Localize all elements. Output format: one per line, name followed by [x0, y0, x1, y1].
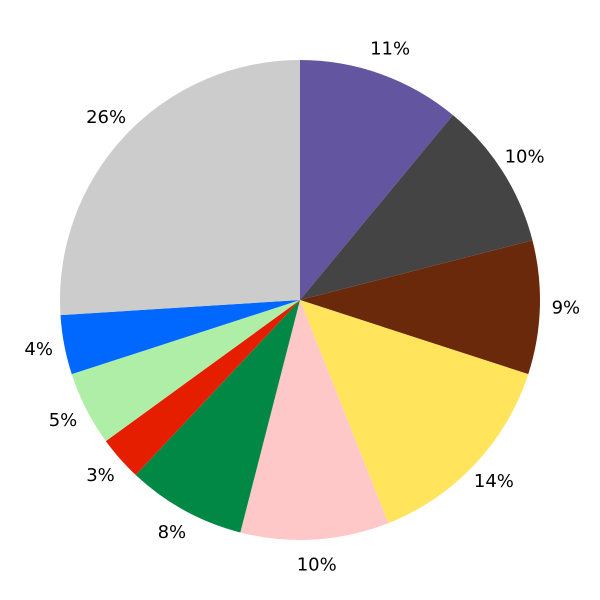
- data-label: 26%: [86, 107, 126, 128]
- data-label: 5%: [49, 410, 78, 431]
- data-label: 11%: [370, 39, 410, 60]
- pie-slice: [300, 60, 453, 300]
- data-label: 9%: [552, 297, 581, 318]
- data-label: 4%: [24, 339, 53, 360]
- data-label: 3%: [86, 465, 115, 486]
- data-label: 10%: [505, 146, 545, 167]
- pie-slice: [59, 60, 300, 316]
- pie-slice: [60, 300, 300, 375]
- pie-slice: [71, 300, 301, 442]
- data-label: 14%: [474, 471, 514, 492]
- data-label: 8%: [158, 522, 187, 543]
- pie-slice: [300, 115, 533, 301]
- pie-slice: [300, 300, 529, 524]
- pie-slice: [300, 240, 541, 375]
- pie-slice: [105, 300, 300, 475]
- pie-slice: [240, 300, 389, 540]
- data-label: 10%: [297, 554, 337, 575]
- pie-slice: [135, 300, 300, 533]
